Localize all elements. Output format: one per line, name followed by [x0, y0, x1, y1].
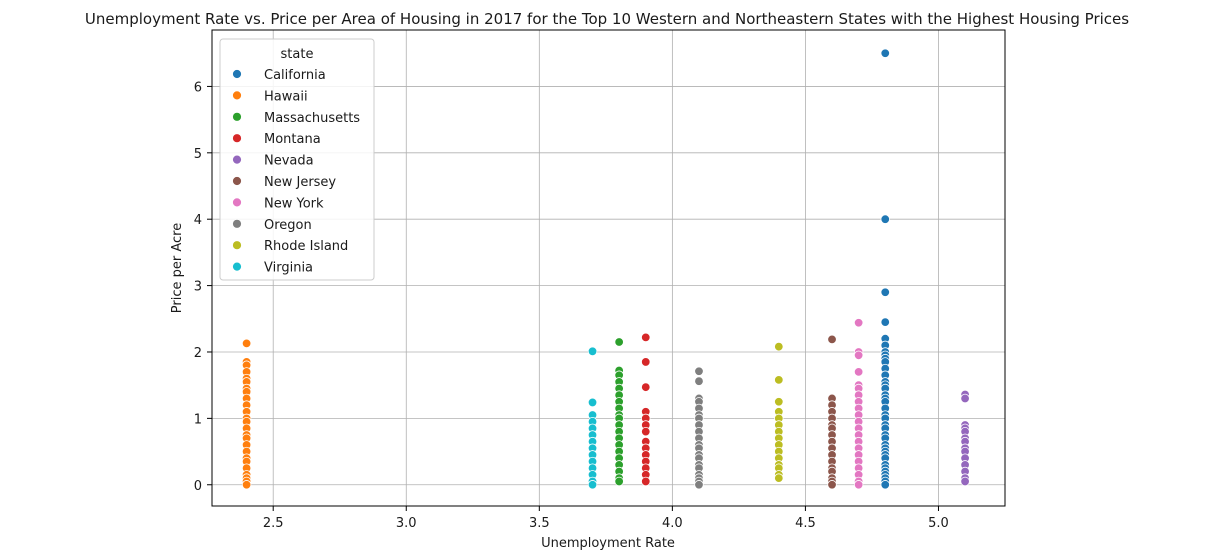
x-tick-label: 4.5	[795, 516, 816, 531]
series-hawaii	[241, 338, 252, 490]
series-massachusetts	[614, 337, 624, 487]
data-point	[641, 476, 651, 487]
legend-marker	[232, 90, 242, 101]
legend-title: state	[281, 47, 314, 62]
data-point	[614, 476, 624, 487]
data-point	[614, 337, 624, 347]
y-tick-label: 1	[194, 412, 202, 427]
data-point	[880, 317, 890, 327]
legend: state California Hawaii Massachusetts Monta…	[219, 38, 375, 281]
data-point	[880, 214, 890, 224]
y-tick-label: 3	[194, 280, 202, 295]
y-tick-label: 4	[194, 213, 202, 228]
legend-marker	[232, 218, 242, 229]
legend-marker	[232, 197, 242, 208]
series-virginia	[587, 346, 598, 490]
chart-title: Unemployment Rate vs. Price per Area of …	[85, 10, 1129, 28]
legend-label: New Jersey	[264, 175, 336, 190]
y-tick-label: 0	[194, 479, 202, 494]
data-point	[587, 397, 598, 408]
data-points	[241, 48, 970, 490]
x-tick-label: 4.0	[662, 516, 683, 531]
y-axis-label: Price per Acre	[170, 223, 185, 313]
legend-marker	[232, 133, 242, 144]
legend-marker	[232, 261, 242, 272]
legend-marker	[232, 111, 242, 122]
series-nevada	[960, 389, 970, 487]
legend-marker	[232, 240, 242, 251]
data-point	[960, 476, 970, 487]
x-tick-label: 3.5	[529, 516, 550, 531]
legend-items: California Hawaii Massachusetts Montana Neva…	[232, 68, 360, 276]
x-axis-ticks: 2.5 3.0 3.5 4.0 4.5 5.0	[263, 506, 949, 531]
legend-label: Hawaii	[264, 89, 308, 104]
data-point	[694, 366, 704, 376]
data-point	[774, 473, 784, 483]
legend-label: Virginia	[264, 261, 313, 276]
data-point	[774, 375, 784, 385]
data-point	[774, 397, 784, 407]
series-new-york	[853, 318, 864, 490]
series-new-jersey	[827, 334, 837, 490]
data-point	[641, 382, 651, 392]
legend-label: Nevada	[264, 154, 314, 169]
y-tick-label: 5	[194, 147, 202, 162]
legend-label: New York	[264, 196, 324, 211]
data-point	[960, 393, 970, 404]
grid-lines	[212, 30, 1005, 506]
x-axis-label: Unemployment Rate	[541, 536, 675, 551]
data-point	[853, 367, 864, 377]
plot-frame	[211, 29, 1006, 507]
x-tick-label: 2.5	[263, 516, 284, 531]
series-oregon	[694, 366, 704, 490]
legend-marker	[232, 176, 242, 186]
data-point	[587, 480, 598, 490]
data-point	[587, 346, 598, 357]
series-montana	[641, 332, 651, 487]
y-axis-ticks: 0 1 2 3 4 5 6	[194, 80, 212, 494]
data-point	[641, 332, 651, 343]
data-point	[241, 480, 252, 490]
data-point	[853, 318, 864, 328]
data-point	[880, 48, 890, 58]
x-tick-label: 5.0	[928, 516, 949, 531]
y-tick-label: 2	[194, 346, 202, 361]
data-point	[880, 287, 890, 297]
legend-marker	[232, 154, 242, 165]
data-point	[853, 350, 864, 360]
legend-marker	[232, 69, 242, 79]
data-point	[827, 480, 837, 490]
legend-box	[219, 38, 375, 281]
data-point	[827, 334, 837, 345]
legend-label: California	[264, 68, 326, 83]
data-point	[694, 376, 704, 386]
legend-label: Oregon	[264, 218, 312, 233]
data-point	[774, 341, 784, 352]
legend-label: Rhode Island	[264, 239, 348, 254]
series-rhode-island	[774, 341, 784, 483]
series-california	[880, 48, 890, 490]
data-point	[641, 357, 651, 367]
x-tick-label: 3.0	[396, 516, 417, 531]
data-point	[641, 426, 651, 437]
legend-label: Montana	[264, 132, 321, 147]
data-point	[241, 338, 252, 349]
legend-label: Massachusetts	[264, 111, 360, 126]
y-tick-label: 6	[194, 80, 202, 95]
data-point	[853, 480, 864, 490]
data-point	[880, 480, 890, 490]
data-point	[694, 480, 704, 490]
